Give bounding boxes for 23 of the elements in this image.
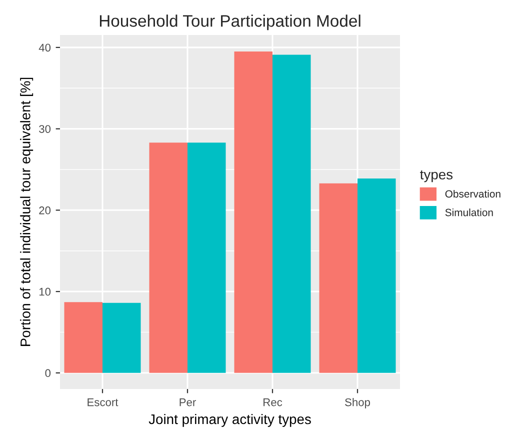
y-tick-label: 0 (45, 369, 51, 378)
y-tick-label: 20 (39, 206, 51, 214)
bar (102, 302, 141, 373)
bar (64, 302, 102, 373)
bar (272, 54, 311, 373)
bar (149, 142, 188, 373)
y-tick-label: 30 (39, 125, 51, 133)
x-tick-label: Per (180, 398, 196, 406)
legend-title: types (420, 170, 453, 182)
x-tick-label: Shop (345, 398, 370, 408)
bar (188, 142, 226, 373)
legend-label: Observation (445, 190, 500, 198)
x-tick-label: Rec (264, 398, 282, 406)
legend-label: Simulation (445, 208, 493, 216)
chart-title: Household Tour Participation Model (100, 14, 360, 30)
bar (319, 183, 358, 373)
y-axis-title: Portion of total individual tour equivalent [%] (20, 78, 34, 346)
bar (234, 52, 272, 373)
y-tick-label: 10 (39, 288, 51, 296)
x-axis-title: Joint primary activity types (148, 414, 311, 427)
bar (358, 178, 396, 373)
y-tick-label: 40 (38, 44, 51, 52)
x-tick-label: Escort (88, 398, 118, 406)
